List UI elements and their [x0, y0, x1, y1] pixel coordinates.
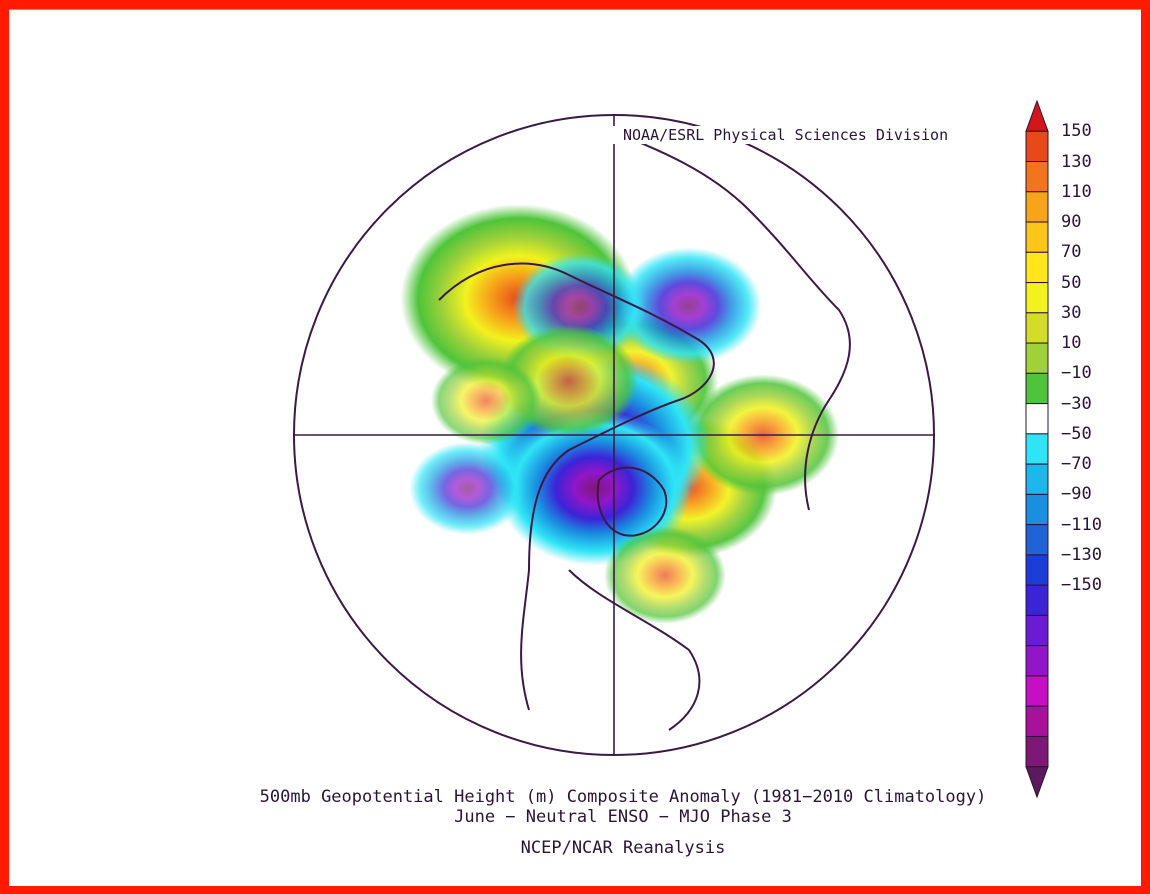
- colorbar-tick-label: 30: [1061, 302, 1082, 323]
- colorbar-tick-label: 130: [1061, 151, 1092, 172]
- positive-anomaly-center: [604, 526, 727, 625]
- positive-anomaly-center: [430, 356, 541, 445]
- colorbar-swatch: [1025, 99, 1049, 132]
- colorbar-swatch: [1025, 342, 1049, 374]
- coastline-europe-asia: [608, 129, 851, 511]
- colorbar-tick-label: −50: [1061, 423, 1092, 444]
- coastline-africa: [568, 569, 701, 731]
- colorbar-swatch: [1025, 130, 1049, 163]
- colorbar-swatch: [1025, 554, 1049, 586]
- map-disk: [293, 114, 935, 756]
- data-source: NCEP/NCAR Reanalysis: [520, 838, 726, 858]
- coastlines: [438, 129, 851, 731]
- colorbar-swatch: [1025, 191, 1049, 223]
- colorbar-tick-label: −150: [1061, 575, 1102, 596]
- colorbar-swatch: [1025, 251, 1049, 284]
- graticule: [294, 115, 934, 755]
- polar-stereographic-map: [293, 99, 1049, 799]
- negative-anomaly-center: [615, 247, 762, 365]
- map-border: [293, 114, 935, 756]
- colorbar-tick-label: 10: [1061, 333, 1082, 354]
- negative-anomaly-center: [409, 441, 526, 535]
- colorbar-swatch: [1025, 524, 1049, 556]
- coastline-north-america: [438, 262, 715, 711]
- colorbar-swatch: [1025, 584, 1049, 616]
- colorbar-swatch: [1025, 766, 1049, 799]
- colorbar-tick-label: 70: [1061, 242, 1082, 263]
- colorbar: [1025, 99, 1049, 799]
- colorbar-swatch: [1025, 463, 1049, 495]
- map-subtitle: June − Neutral ENSO − MJO Phase 3: [454, 807, 792, 827]
- colorbar-swatch: [1025, 221, 1049, 253]
- colorbar-swatch: [1025, 312, 1049, 344]
- colorbar-tick-label: 50: [1061, 272, 1082, 293]
- map-title: 500mb Geopotential Height (m) Composite …: [259, 787, 987, 807]
- colorbar-tick-label: −110: [1061, 514, 1102, 535]
- colorbar-tick-label: 150: [1061, 121, 1092, 142]
- colorbar-swatch: [1025, 372, 1049, 405]
- colorbar-tick-label: −30: [1061, 393, 1092, 414]
- colorbar-swatch: [1025, 645, 1049, 677]
- anomaly-shading: [400, 204, 840, 625]
- colorbar-swatch: [1025, 403, 1049, 435]
- colorbar-swatch: [1025, 735, 1049, 768]
- colorbar-tick-label: −90: [1061, 484, 1092, 505]
- colorbar-swatch: [1025, 675, 1049, 707]
- colorbar-swatch: [1025, 705, 1049, 737]
- colorbar-swatch: [1025, 433, 1049, 465]
- negative-anomaly-center: [497, 410, 692, 566]
- credit-label: NOAA/ESRL Physical Sciences Division: [601, 126, 957, 144]
- colorbar-swatch: [1025, 614, 1049, 647]
- colorbar-swatch: [1025, 282, 1049, 314]
- colorbar-tick-label: 110: [1061, 181, 1092, 202]
- colorbar-tick-label: −130: [1061, 544, 1102, 565]
- colorbar-tick-label: 90: [1061, 212, 1082, 233]
- colorbar-swatch: [1025, 161, 1049, 193]
- coastline-greenland: [596, 466, 668, 537]
- colorbar-swatch: [1025, 493, 1049, 526]
- figure-frame: NOAA/ESRL Physical Sciences Division 500…: [9, 9, 1141, 886]
- colorbar-tick-label: −10: [1061, 363, 1092, 384]
- colorbar-tick-label: −70: [1061, 454, 1092, 475]
